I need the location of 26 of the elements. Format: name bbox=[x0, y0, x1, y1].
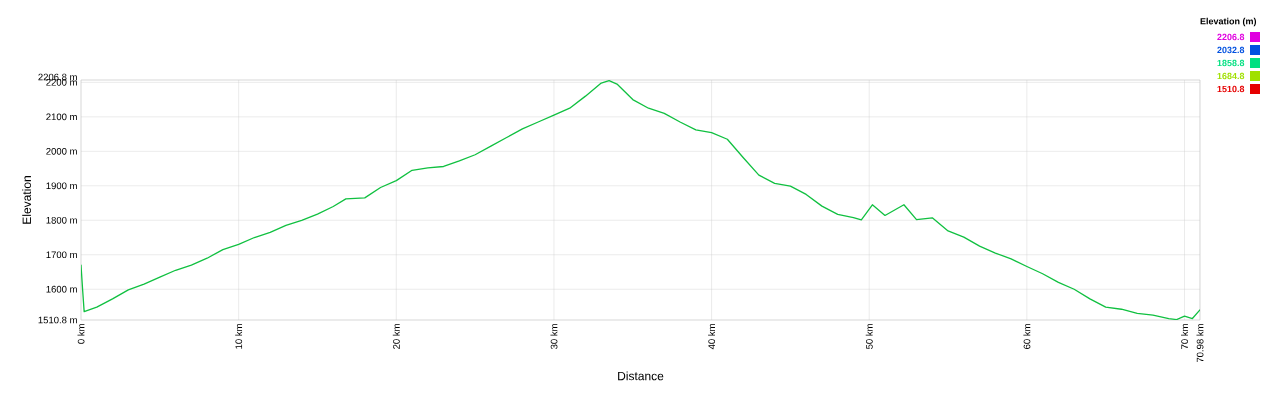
y-tick-label: 2206.8 m bbox=[38, 73, 77, 81]
x-tick-label: 0 km bbox=[77, 324, 85, 344]
x-tick-label: 70.98 km bbox=[1196, 324, 1204, 363]
x-tick-label: 60 km bbox=[1023, 324, 1031, 349]
x-tick-label: 70 km bbox=[1181, 324, 1189, 349]
x-tick-label: 40 km bbox=[708, 324, 716, 350]
y-tick-label: 1510.8 m bbox=[38, 316, 77, 324]
y-tick-label: 1600 m bbox=[46, 285, 77, 293]
y-tick-label: 2100 m bbox=[46, 113, 77, 121]
y-tick-label: 1900 m bbox=[46, 182, 77, 190]
color-bar-label: 1510.8 bbox=[1217, 85, 1245, 93]
line-series bbox=[81, 80, 1200, 320]
color-bar-label: 1858.8 bbox=[1217, 59, 1245, 67]
color-bar-label: 2032.8 bbox=[1217, 46, 1245, 54]
x-tick-label: 30 km bbox=[550, 324, 558, 350]
x-tick-label: 50 km bbox=[865, 324, 873, 350]
y-tick-label: 1800 m bbox=[46, 216, 77, 224]
y-tick-label: 1700 m bbox=[46, 251, 77, 259]
y-tick-label: 2000 m bbox=[46, 147, 77, 155]
x-axis-title: Distance bbox=[618, 371, 664, 381]
color-bar-label: 2206.8 bbox=[1217, 33, 1245, 41]
color-bar-title: Elevation (m) bbox=[1200, 17, 1257, 27]
color-bar-label: 1684.8 bbox=[1217, 72, 1245, 80]
x-tick-label: 10 km bbox=[235, 324, 243, 349]
y-axis-title: Elevation bbox=[22, 176, 32, 224]
x-tick-label: 20 km bbox=[392, 324, 400, 349]
